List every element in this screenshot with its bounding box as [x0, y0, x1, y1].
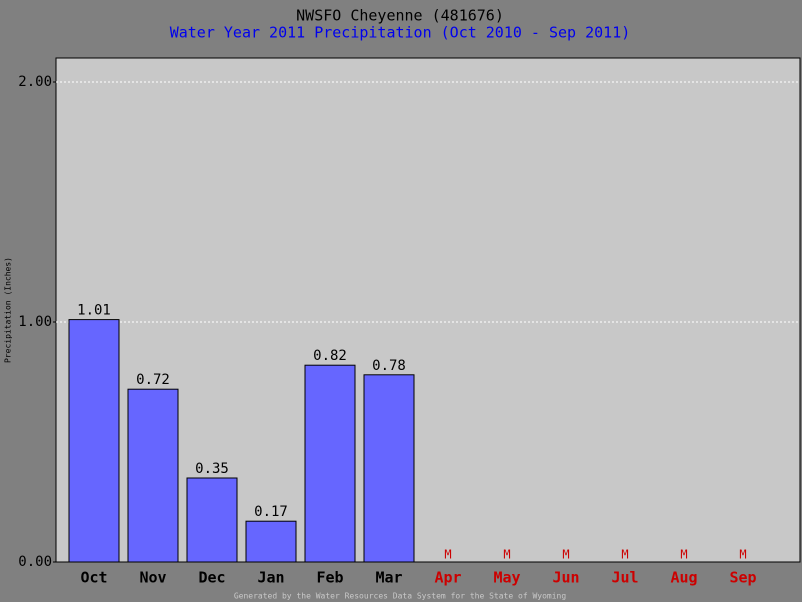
x-tick-label: Oct	[80, 569, 107, 587]
bar	[304, 364, 356, 563]
value-label: 1.01	[77, 303, 111, 319]
plot-area	[55, 57, 801, 563]
value-label: 0.17	[254, 504, 288, 520]
x-tick-label: Feb	[316, 569, 343, 587]
bar	[68, 319, 120, 563]
x-tick-label: Jan	[257, 569, 284, 587]
x-tick-label: Jun	[552, 569, 579, 587]
y-tick-label: 0.00	[18, 554, 52, 570]
x-tick-label: Sep	[729, 569, 756, 587]
missing-label: M	[739, 548, 746, 562]
x-tick-label: May	[493, 569, 520, 587]
missing-label: M	[444, 548, 451, 562]
bar	[186, 477, 238, 563]
missing-label: M	[503, 548, 510, 562]
footer: Generated by the Water Resources Data Sy…	[234, 592, 567, 601]
chart-title: NWSFO Cheyenne (481676)	[296, 7, 504, 25]
value-label: 0.35	[195, 461, 229, 477]
missing-label: M	[621, 548, 628, 562]
chart-subtitle: Water Year 2011 Precipitation (Oct 2010 …	[170, 24, 631, 42]
x-tick-label: Aug	[670, 569, 697, 587]
bar	[245, 520, 297, 563]
bar	[127, 388, 179, 563]
x-tick-label: Apr	[434, 569, 461, 587]
value-label: 0.72	[136, 372, 170, 388]
bar	[363, 374, 415, 563]
y-axis-label: Precipitation (Inches)	[4, 257, 13, 363]
x-tick-label: Jul	[611, 569, 638, 587]
value-label: 0.78	[372, 358, 406, 374]
x-tick-label: Nov	[139, 569, 166, 587]
y-tick-label: 2.00	[18, 74, 52, 90]
missing-label: M	[680, 548, 687, 562]
missing-label: M	[562, 548, 569, 562]
y-tick-label: 1.00	[18, 314, 52, 330]
x-tick-label: Mar	[375, 569, 402, 587]
x-tick-label: Dec	[198, 569, 225, 587]
value-label: 0.82	[313, 348, 347, 364]
